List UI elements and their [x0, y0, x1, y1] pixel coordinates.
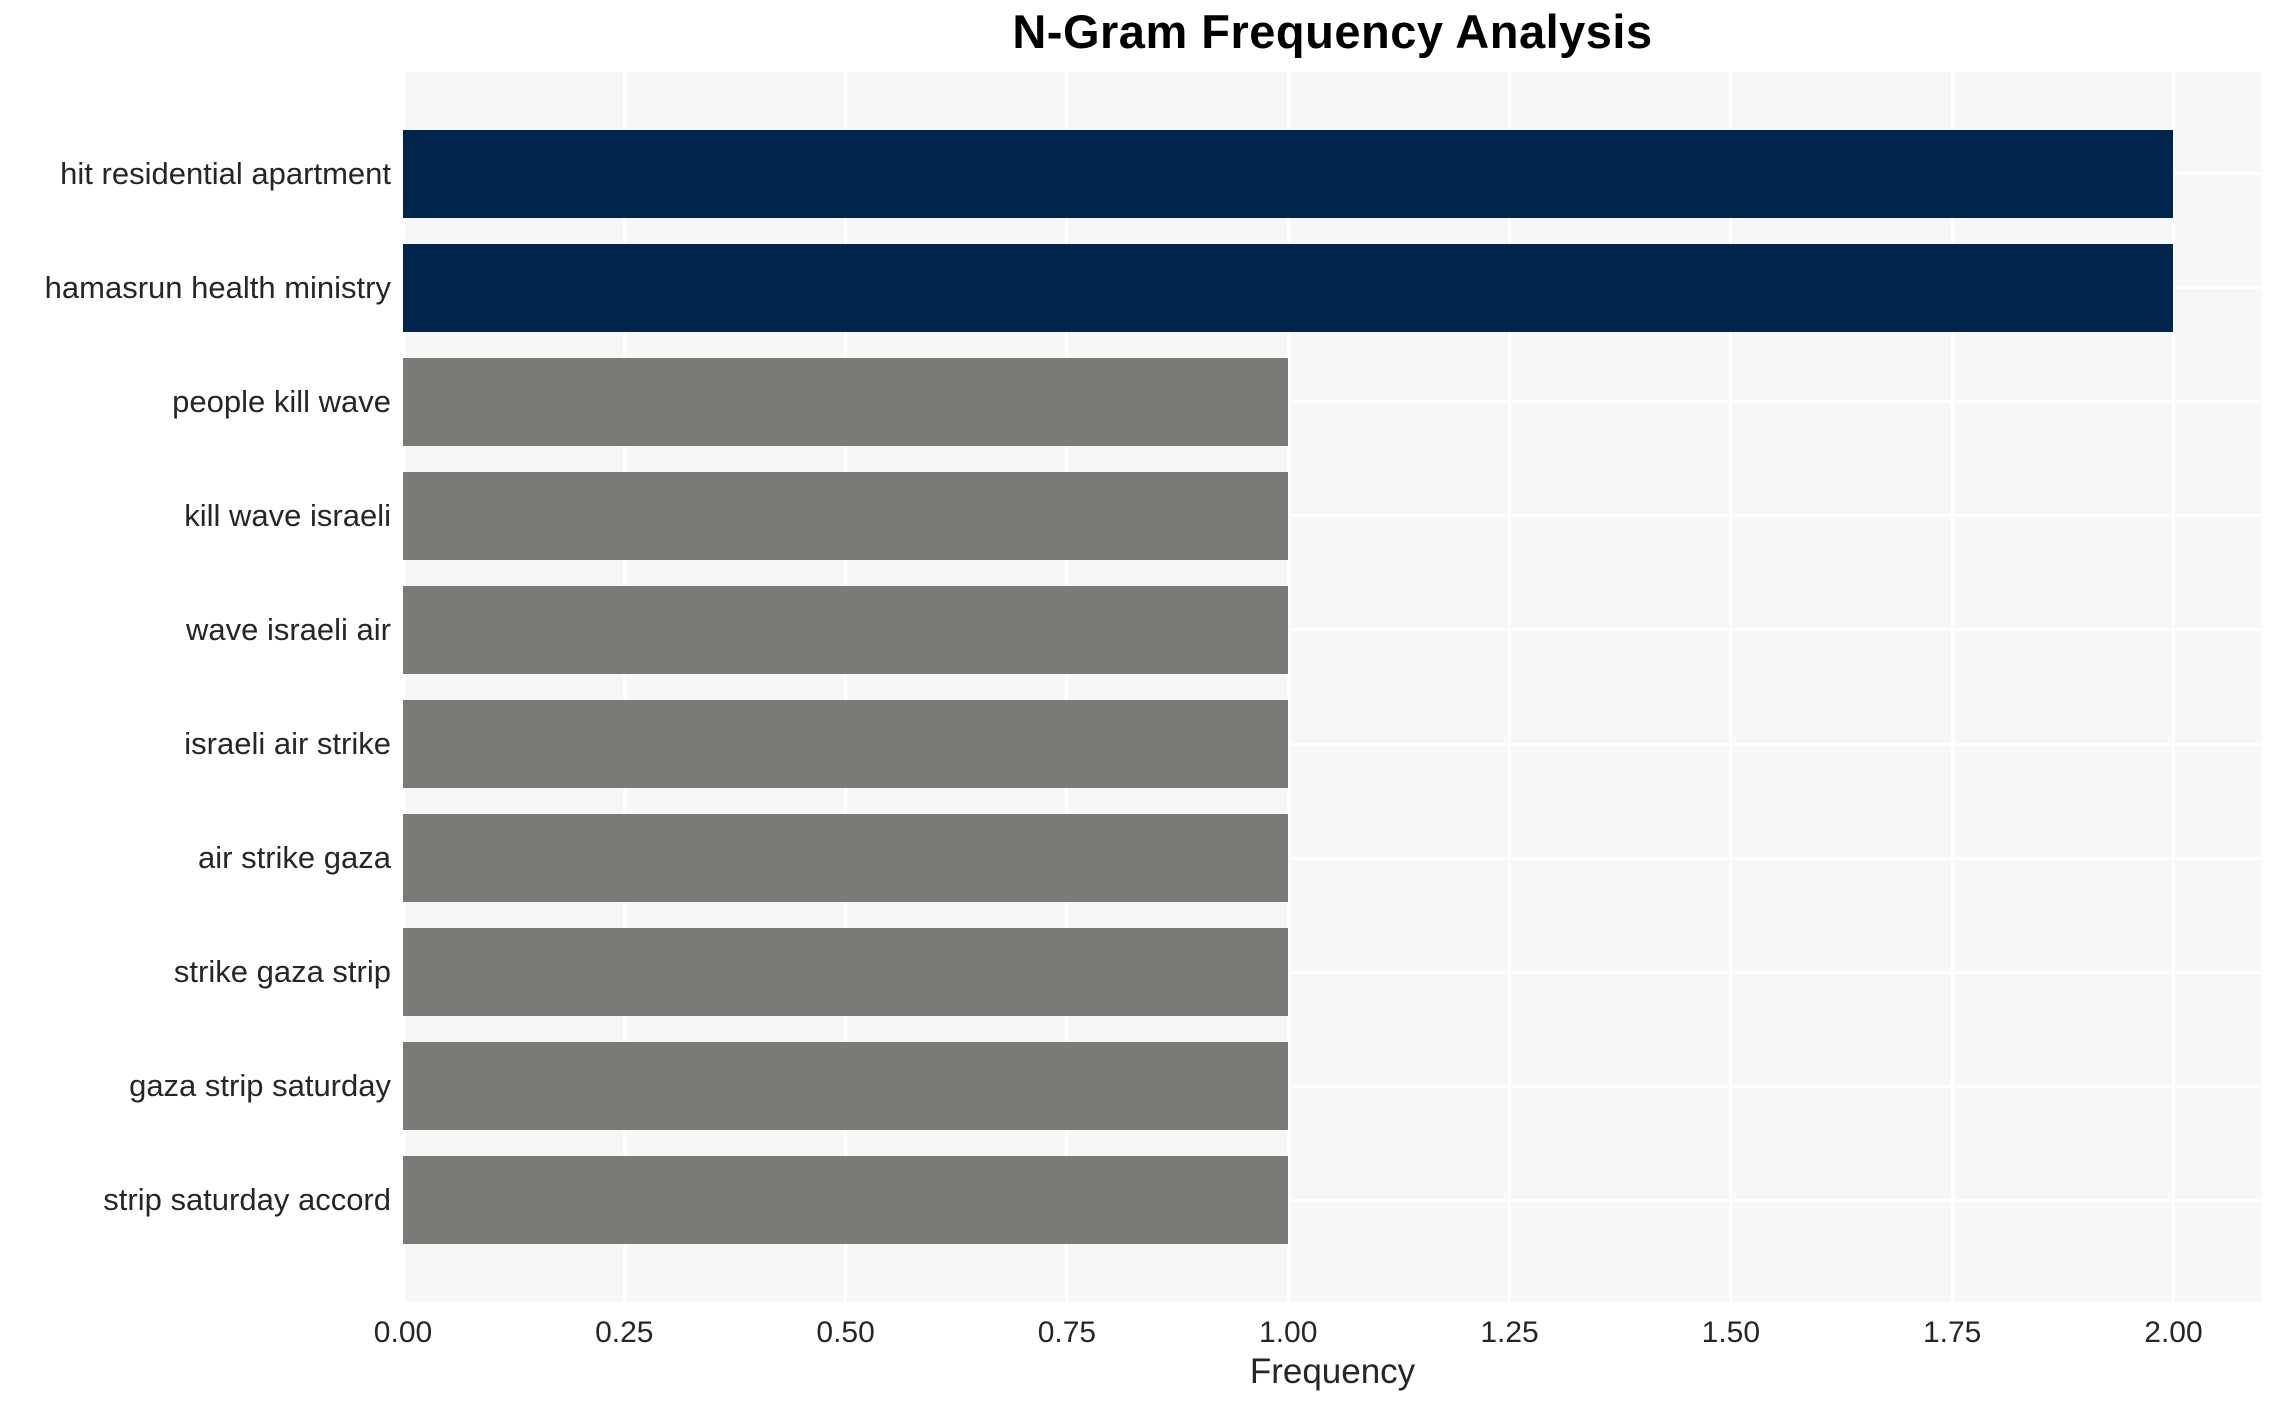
y-tick-label: people kill wave — [172, 383, 391, 419]
bar — [403, 243, 2174, 332]
gridline — [403, 628, 2262, 632]
bar — [403, 129, 2174, 218]
x-tick-label: 2.00 — [2144, 1316, 2203, 1349]
bar — [403, 1156, 1289, 1245]
x-tick-label: 0.25 — [595, 1316, 654, 1349]
x-tick-label: 1.50 — [1701, 1316, 1761, 1349]
bar — [403, 1042, 1289, 1131]
x-axis-label: Frequency — [1249, 1352, 1416, 1391]
y-tick-label: hit residential apartment — [60, 155, 391, 191]
x-tick-label: 0.00 — [373, 1316, 433, 1349]
gridline — [403, 1198, 2262, 1202]
bar — [403, 585, 1289, 674]
gridline — [403, 970, 2262, 974]
x-tick-label: 1.25 — [1480, 1316, 1539, 1349]
gridline — [1508, 72, 1512, 1302]
gridline — [403, 400, 2262, 404]
y-tick-label: air strike gaza — [198, 840, 391, 876]
gridline — [1950, 72, 1954, 1302]
gridline — [622, 72, 626, 1302]
y-tick-label: gaza strip saturday — [129, 1068, 391, 1104]
bar — [403, 700, 1289, 788]
gridline — [844, 72, 848, 1302]
bar — [403, 814, 1289, 903]
gridline — [1286, 72, 1290, 1302]
gridline — [1065, 72, 1069, 1302]
chart-title: N-Gram Frequency Analysis — [1012, 5, 1653, 58]
plot-area — [401, 72, 2262, 1302]
gridline — [403, 1084, 2262, 1088]
x-tick-label: 1.75 — [1922, 1316, 1982, 1349]
x-tick-label: 0.50 — [816, 1316, 875, 1349]
bar — [403, 928, 1289, 1017]
gridline — [403, 514, 2262, 518]
x-tick-label: 0.75 — [1037, 1316, 1097, 1349]
y-tick-label: israeli air strike — [184, 726, 391, 761]
y-tick-label: strike gaza strip — [173, 954, 391, 990]
gridline — [403, 856, 2262, 860]
bar — [403, 357, 1289, 446]
y-tick-label: wave israeli air — [185, 611, 391, 647]
bar — [403, 471, 1289, 560]
y-tick-label: kill wave israeli — [184, 497, 391, 533]
x-tick-label: 1.00 — [1259, 1316, 1318, 1349]
y-tick-label: hamasrun health ministry — [44, 269, 391, 305]
gridline — [401, 72, 405, 1302]
gridline — [403, 742, 2262, 746]
y-tick-label: strip saturday accord — [103, 1182, 391, 1218]
gridline — [2171, 72, 2175, 1302]
gridline — [1729, 72, 1733, 1302]
